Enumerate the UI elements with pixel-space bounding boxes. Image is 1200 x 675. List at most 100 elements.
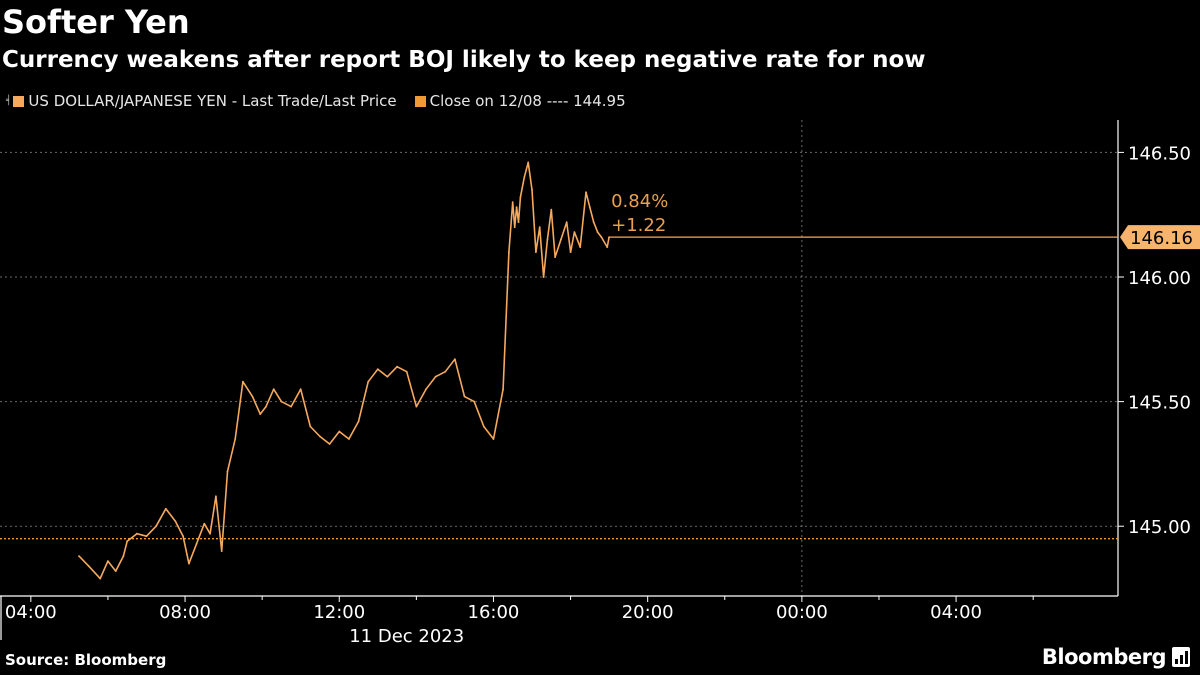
data-point (348, 438, 350, 440)
data-point (328, 443, 331, 445)
legend: ╡ US DOLLAR/JAPANESE YEN - Last Trade/La… (6, 90, 644, 112)
data-point (538, 226, 541, 229)
data-point (585, 191, 587, 194)
data-point (588, 206, 591, 209)
data-point (569, 251, 572, 254)
data-point (259, 413, 262, 415)
data-point (182, 535, 185, 538)
data-point (511, 201, 514, 204)
data-point (600, 236, 603, 239)
data-point (242, 380, 244, 383)
data-point (473, 400, 476, 403)
data-point (434, 375, 437, 378)
data-point (280, 400, 283, 403)
data-point (215, 495, 217, 498)
data-point (515, 206, 518, 209)
data-point (519, 196, 522, 199)
data-point (107, 560, 109, 562)
last-value-badge (1120, 225, 1200, 250)
data-point (565, 221, 568, 224)
x-tick-label-3: 16:00 (468, 602, 520, 623)
data-point (155, 525, 158, 528)
annotation-absolute-change: +1.22 (611, 215, 666, 236)
data-point (265, 405, 267, 408)
data-point (542, 276, 545, 278)
data-point (78, 555, 80, 557)
data-point (560, 238, 562, 241)
brand-name: Bloomberg (1041, 645, 1167, 669)
data-point (554, 256, 556, 258)
y-tick-label-2: 146.00 (1128, 268, 1191, 289)
data-point (523, 176, 526, 179)
data-point (550, 208, 553, 211)
data-point (502, 388, 504, 391)
legend-label-close: Close on 12/08 ---- 144.95 (429, 92, 626, 110)
bloomberg-chart-icon (1172, 647, 1190, 667)
legend-swatch-close (414, 95, 426, 107)
data-point (482, 425, 485, 428)
last-value-label: 146.16 (1130, 228, 1193, 249)
data-point (209, 532, 212, 535)
x-tick-label-2: 12:00 (313, 602, 365, 623)
data-point (573, 231, 576, 234)
data-point (531, 188, 533, 191)
data-point (405, 370, 408, 373)
data-point (579, 246, 582, 249)
brand-logo: Bloomberg (1042, 645, 1190, 669)
x-axis-date-label: 11 Dec 2023 (349, 626, 464, 647)
data-point (87, 565, 90, 567)
data-point (357, 420, 360, 423)
data-point (367, 380, 370, 383)
data-point (122, 555, 125, 557)
data-point (546, 238, 549, 241)
data-point (188, 562, 190, 565)
data-point (234, 438, 237, 440)
data-point (508, 251, 510, 254)
data-point (517, 221, 520, 224)
data-point (463, 395, 466, 398)
x-tick-label-1: 08:00 (159, 602, 211, 623)
source-note: Source: Bloomberg (5, 651, 167, 669)
legend-label-usdjpy: US DOLLAR/JAPANESE YEN - Last Trade/Last… (28, 92, 397, 110)
x-tick-label-0: 04:00 (5, 602, 57, 623)
data-point (164, 507, 167, 510)
data-point (396, 365, 398, 368)
y-tick-label-1: 145.50 (1128, 393, 1191, 414)
series-line-usdjpy (78, 161, 610, 580)
data-point (174, 520, 177, 523)
data-point (513, 226, 516, 229)
legend-item-close: Close on 12/08 ---- 144.95 (414, 92, 626, 110)
legend-item-usdjpy: ╡ US DOLLAR/JAPANESE YEN - Last Trade/La… (6, 92, 397, 110)
data-point (386, 375, 389, 378)
data-point (99, 577, 102, 580)
data-point (299, 388, 302, 391)
data-point (290, 405, 292, 408)
data-point (376, 368, 379, 371)
candle-icon: ╡ (6, 96, 12, 106)
data-point (309, 425, 312, 428)
data-point (136, 532, 138, 535)
data-point (527, 161, 530, 164)
x-tick-label-5: 00:00 (776, 602, 828, 623)
data-point (226, 470, 229, 473)
data-point (535, 251, 537, 254)
y-tick-label-0: 145.00 (1128, 517, 1191, 538)
legend-swatch-usdjpy (13, 95, 25, 107)
y-tick-label-3: 146.50 (1128, 143, 1191, 164)
annotation-percent-change: 0.84% (611, 191, 668, 212)
data-point (596, 231, 599, 234)
data-point (114, 570, 117, 572)
data-point (220, 550, 223, 552)
x-tick-label-6: 04:00 (930, 602, 982, 623)
chart-title: Softer Yen (2, 3, 190, 41)
chart-subtitle: Currency weakens after report BOJ likely… (2, 47, 926, 73)
data-point (415, 405, 418, 408)
data-point (425, 388, 427, 391)
data-point (195, 542, 198, 545)
data-point (338, 430, 341, 433)
data-point (126, 540, 129, 543)
data-point (606, 246, 609, 249)
data-point (145, 535, 148, 538)
data-point (592, 221, 595, 224)
